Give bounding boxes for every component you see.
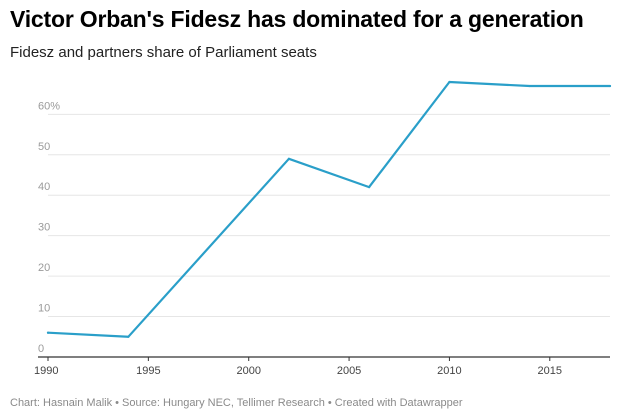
data-point-1990 bbox=[46, 331, 50, 334]
y-tick-label-20: 20 bbox=[38, 262, 50, 274]
data-point-2018 bbox=[608, 84, 612, 88]
x-tick-label-2005: 2005 bbox=[337, 365, 361, 377]
x-axis: 1990 1995 2000 2005 2010 2015 bbox=[34, 356, 610, 377]
y-tick-label-60: 60% bbox=[38, 100, 60, 112]
y-tick-label-0: 0 bbox=[38, 343, 44, 355]
data-point-2002 bbox=[287, 157, 290, 160]
x-tick-label-1995: 1995 bbox=[136, 365, 160, 377]
y-tick-label-50: 50 bbox=[38, 141, 50, 153]
gridlines bbox=[48, 113, 610, 318]
chart-subtitle: Fidesz and partners share of Parliament … bbox=[10, 44, 317, 61]
data-point-2014 bbox=[528, 84, 531, 88]
chart-credits: Chart: Hasnain Malik • Source: Hungary N… bbox=[10, 397, 463, 409]
y-tick-label-30: 30 bbox=[38, 222, 50, 234]
chart-title: Victor Orban's Fidesz has dominated for … bbox=[10, 6, 584, 32]
data-point-2006 bbox=[368, 186, 371, 189]
y-tick-label-10: 10 bbox=[38, 303, 50, 315]
x-tick-label-2015: 2015 bbox=[538, 365, 562, 377]
y-tick-label-40: 40 bbox=[38, 181, 50, 193]
series-line-0 bbox=[46, 80, 612, 338]
data-point-1994 bbox=[127, 335, 130, 338]
x-tick-label-2000: 2000 bbox=[236, 365, 260, 377]
data-point-2010 bbox=[448, 80, 451, 84]
series-layer bbox=[46, 80, 612, 338]
y-axis-ticks: 0 10 20 30 40 50 60% bbox=[38, 100, 60, 355]
x-tick-label-2010: 2010 bbox=[437, 365, 461, 377]
x-tick-label-1990: 1990 bbox=[34, 365, 58, 377]
